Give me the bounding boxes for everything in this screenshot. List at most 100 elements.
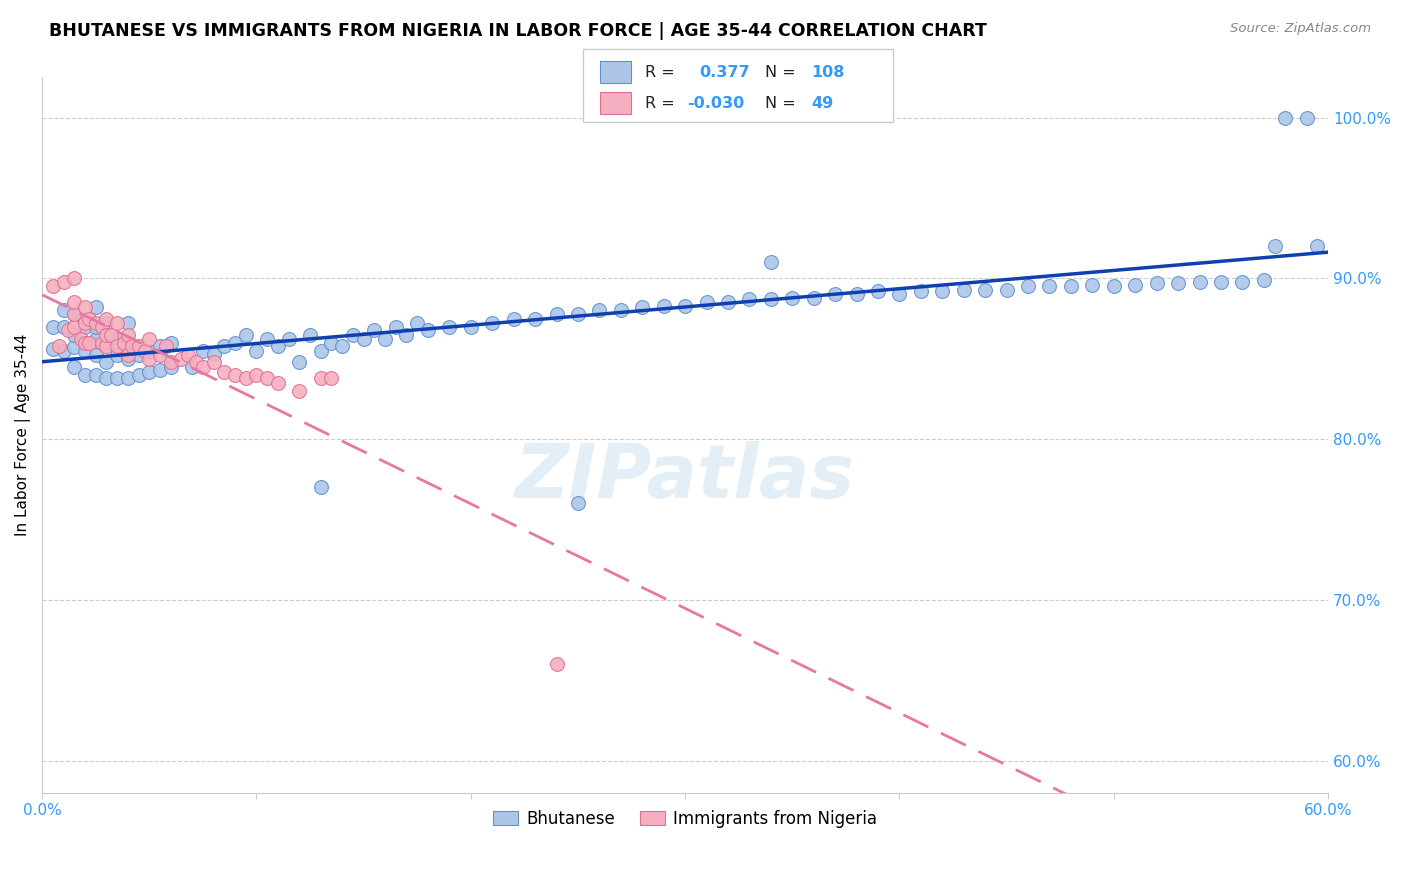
Point [128,349,150,363]
Point [567,496,589,510]
Point [1253,273,1275,287]
Point [112,335,135,350]
Point [73,335,96,350]
Text: 0.377: 0.377 [699,65,749,80]
Point [631,300,654,314]
Point [481,316,503,330]
Point [105,349,128,363]
Text: 49: 49 [811,96,834,112]
Text: N =: N = [765,96,796,112]
Text: R =: R = [645,65,675,80]
Point [374,333,396,347]
Point [759,255,782,269]
Point [84,368,107,382]
Point [803,291,825,305]
Point [1232,275,1254,289]
Point [128,339,150,353]
Point [782,291,804,305]
Point [974,283,997,297]
Point [84,333,107,347]
Point [105,339,128,353]
Point [96,339,118,353]
Point [155,339,177,353]
Point [342,327,364,342]
Point [416,323,439,337]
Point [149,349,172,363]
Point [117,327,139,342]
Point [191,359,214,374]
Point [159,355,181,369]
Point [267,376,290,390]
Point [52,319,75,334]
Point [63,341,86,355]
Point [1295,111,1317,125]
Point [181,359,204,374]
Point [610,303,633,318]
Point [100,327,122,342]
Point [235,371,257,385]
Point [84,319,107,334]
Point [202,347,225,361]
Text: Source: ZipAtlas.com: Source: ZipAtlas.com [1230,22,1371,36]
Y-axis label: In Labor Force | Age 35-44: In Labor Force | Age 35-44 [15,334,31,536]
Point [186,355,208,369]
Point [321,371,343,385]
Text: ZIPatlas: ZIPatlas [515,442,855,515]
Point [502,311,524,326]
Point [910,284,932,298]
Point [91,335,114,350]
Point [177,349,200,363]
Point [63,271,86,285]
Point [149,363,172,377]
Point [1081,277,1104,292]
Point [245,368,267,382]
Point [288,355,311,369]
Point [299,327,322,342]
Point [69,333,91,347]
Point [1188,275,1211,289]
Point [321,335,343,350]
Point [73,300,96,314]
Point [384,319,406,334]
Point [288,384,311,398]
Point [42,319,65,334]
Point [42,279,65,293]
Point [48,339,70,353]
Point [824,287,846,301]
Point [309,343,332,358]
Point [1274,111,1296,125]
Point [406,316,429,330]
Point [105,331,128,345]
Point [460,319,482,334]
Point [73,368,96,382]
Point [170,351,193,366]
Point [159,359,181,374]
Text: -0.030: -0.030 [688,96,745,112]
Point [96,371,118,385]
Point [395,327,418,342]
Point [652,299,675,313]
Point [117,351,139,366]
Point [759,292,782,306]
Point [952,283,974,297]
Legend: Bhutanese, Immigrants from Nigeria: Bhutanese, Immigrants from Nigeria [486,803,884,834]
Point [138,351,160,366]
Point [117,316,139,330]
Point [128,368,150,382]
Point [267,339,290,353]
Point [1060,279,1083,293]
Point [224,368,246,382]
Point [309,371,332,385]
Point [134,343,156,358]
Point [717,295,740,310]
Point [149,339,172,353]
Text: R =: R = [645,96,675,112]
Point [96,327,118,342]
Point [439,319,461,334]
Point [73,316,96,330]
Point [330,339,353,353]
Point [77,335,100,350]
Point [91,319,114,334]
Point [309,480,332,494]
Point [202,355,225,369]
